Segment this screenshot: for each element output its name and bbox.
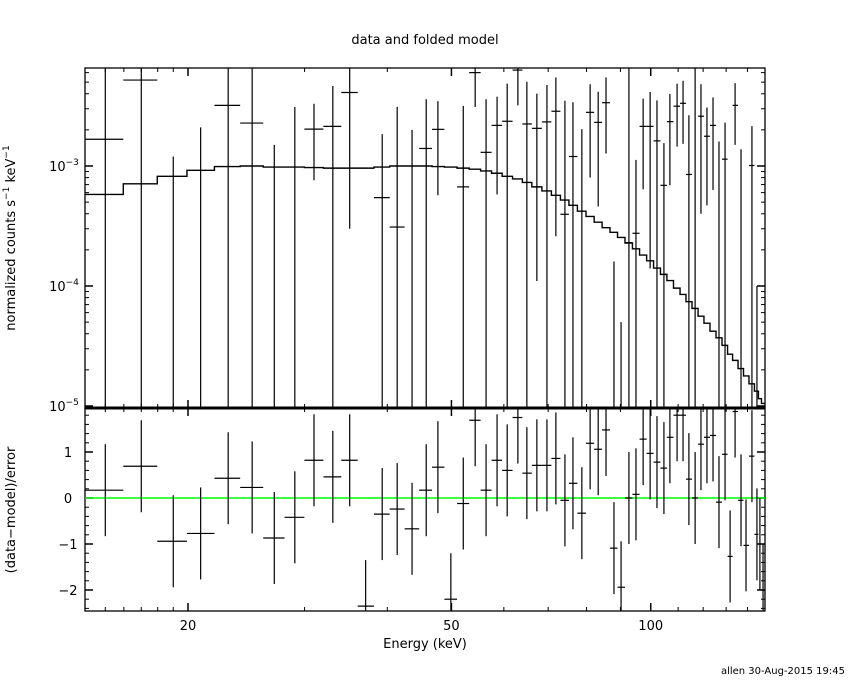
residual-tick-label: −1 bbox=[58, 538, 77, 553]
ylabel-mid: keV bbox=[4, 158, 19, 186]
y-tick-label: 10−5 bbox=[49, 398, 79, 415]
svg-text:normalized counts s−1 keV−1: normalized counts s−1 keV−1 bbox=[2, 145, 19, 330]
x-tick-label: 50 bbox=[443, 619, 460, 634]
y-tick-label: 10−3 bbox=[49, 158, 79, 175]
bottom-y-axis-label: (data−model)/error bbox=[4, 446, 19, 573]
residual-tick-label: 1 bbox=[64, 446, 72, 461]
residual-tick-label: 0 bbox=[64, 492, 72, 507]
ylabel-exp2: −1 bbox=[2, 145, 12, 158]
y-tick-label: 10−4 bbox=[49, 278, 79, 295]
ylabel-exp1: −1 bbox=[2, 187, 12, 200]
top-panel-frame bbox=[84, 67, 766, 409]
residual-tick-label: −2 bbox=[58, 584, 77, 599]
chart-title: data and folded model bbox=[351, 33, 498, 48]
x-axis-label: Energy (keV) bbox=[383, 637, 467, 652]
footer-timestamp: allen 30-Aug-2015 19:45 bbox=[721, 666, 845, 677]
x-tick-label: 20 bbox=[180, 619, 197, 634]
model-step-line bbox=[85, 165, 765, 405]
top-y-axis-label: normalized counts s−1 keV−1 bbox=[2, 145, 19, 330]
bottom-panel-frame bbox=[84, 407, 766, 612]
x-tick-label: 100 bbox=[638, 619, 663, 634]
ylabel-text: normalized counts s bbox=[4, 200, 19, 331]
